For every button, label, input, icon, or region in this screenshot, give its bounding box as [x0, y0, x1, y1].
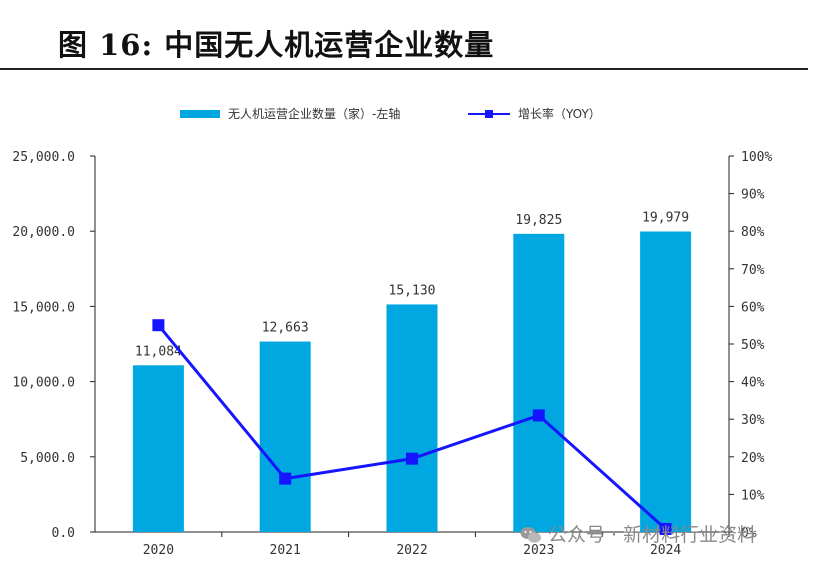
bar-value-label: 19,825 [515, 213, 562, 228]
right-axis-tick-label: 0% [741, 526, 757, 541]
right-axis-tick-label: 100% [741, 150, 772, 165]
x-axis-tick-label: 2021 [270, 543, 301, 558]
wechat-icon [520, 527, 541, 543]
right-axis-tick-label: 90% [741, 188, 765, 203]
x-axis-tick-label: 2024 [650, 543, 681, 558]
title-rule [0, 68, 808, 70]
right-axis-tick-label: 20% [741, 451, 765, 466]
bar-value-label: 12,663 [262, 321, 309, 336]
x-axis-tick-label: 2023 [523, 543, 554, 558]
left-axis-tick-label: 10,000.0 [12, 376, 75, 391]
bar [640, 231, 692, 532]
growth-rate-point [532, 409, 545, 422]
legend-bar-swatch [180, 110, 220, 118]
bar [132, 365, 184, 532]
bar-value-label: 15,130 [389, 283, 436, 298]
growth-rate-point [406, 452, 418, 465]
growth-rate-point [279, 472, 292, 485]
right-axis-tick-label: 50% [741, 338, 765, 353]
left-axis-tick-label: 15,000.0 [12, 300, 75, 315]
bar [386, 304, 438, 532]
bar [259, 341, 311, 532]
left-axis-tick-label: 5,000.0 [20, 451, 75, 466]
x-axis-tick-label: 2022 [396, 543, 427, 558]
growth-rate-point [659, 522, 672, 535]
bar [513, 233, 565, 532]
watermark: 公众号 · 新材料行业资料 [520, 520, 756, 547]
growth-rate-point [152, 319, 165, 332]
legend-line-marker [485, 110, 493, 118]
right-axis-tick-label: 70% [741, 263, 765, 278]
left-axis-tick-label: 0.0 [52, 526, 75, 541]
right-axis-tick-label: 30% [741, 413, 765, 428]
watermark-text: 公众号 · 新材料行业资料 [548, 524, 757, 546]
x-axis-tick-label: 2020 [143, 543, 174, 558]
left-axis-tick-label: 20,000.0 [12, 225, 75, 240]
left-axis-tick-label: 25,000.0 [12, 150, 75, 165]
right-axis-tick-label: 40% [741, 376, 765, 391]
legend-bar-label: 无人机运营企业数量（家）-左轴 [228, 106, 400, 121]
right-axis-tick-label: 10% [741, 488, 765, 503]
right-axis-tick-label: 60% [741, 300, 765, 315]
right-axis-tick-label: 80% [741, 225, 765, 240]
bar-value-label: 11,084 [135, 344, 182, 359]
legend-line-label: 增长率（YOY） [518, 106, 601, 121]
figure-title: 图 16: 中国无人机运营企业数量 [58, 28, 495, 62]
bar-value-label: 19,979 [642, 211, 689, 226]
